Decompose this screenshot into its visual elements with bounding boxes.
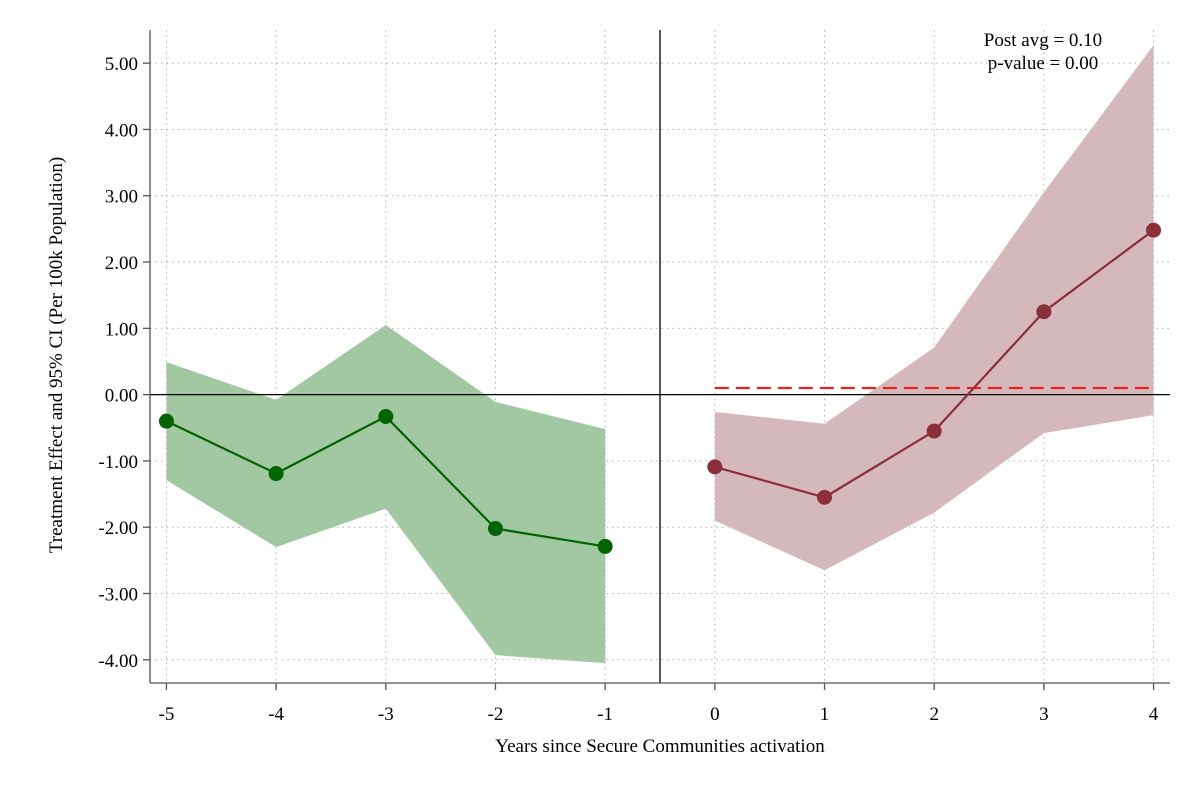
post-average-annotation: Post avg = 0.10 [984, 30, 1102, 51]
y-tick-label: -2.00 [98, 518, 138, 539]
x-tick-label: -2 [488, 704, 504, 725]
y-tick-label: 5.00 [105, 54, 138, 75]
data-point-post [707, 459, 723, 475]
confidence-bands [166, 45, 1154, 664]
data-point-pre [268, 466, 284, 482]
x-tick-label: 0 [710, 704, 720, 725]
data-point-pre [487, 521, 503, 537]
x-tick-label: 4 [1149, 704, 1159, 725]
data-point-post [817, 489, 833, 505]
data-point-pre [597, 538, 613, 554]
data-point-pre [378, 408, 394, 424]
y-tick-label: -3.00 [98, 585, 138, 606]
y-tick-label: 0.00 [105, 386, 138, 407]
x-tick-label: -3 [378, 704, 394, 725]
x-tick-label: 1 [820, 704, 830, 725]
y-axis-title: Treatment Effect and 95% CI (Per 100k Po… [46, 157, 67, 553]
x-axis-title: Years since Secure Communities activatio… [495, 736, 825, 757]
data-point-post [1036, 304, 1052, 320]
data-point-post [1146, 222, 1162, 238]
y-tick-label: -1.00 [98, 452, 138, 473]
x-tick-label: 2 [929, 704, 939, 725]
ci-band-post [714, 45, 1154, 571]
y-tick-label: 2.00 [105, 253, 138, 274]
y-tick-label: 1.00 [105, 319, 138, 340]
x-tick-label: -4 [268, 704, 284, 725]
data-point-post [926, 423, 942, 439]
series-points [158, 222, 1162, 554]
x-tick-label: 3 [1039, 704, 1049, 725]
x-tick-label: -5 [159, 704, 175, 725]
y-tick-label: 4.00 [105, 120, 138, 141]
ci-band-pre [166, 325, 606, 664]
reference-lines [150, 30, 1170, 683]
x-tick-labels: -5 -4 -3 -2 -1 0 1 2 3 4 [159, 704, 1159, 725]
p-value-annotation: p-value = 0.00 [988, 53, 1098, 74]
x-tick-label: -1 [597, 704, 613, 725]
y-tick-labels: 5.00 4.00 3.00 2.00 1.00 0.00 -1.00 -2.00 -3.00 -… [98, 54, 138, 672]
y-tick-label: 3.00 [105, 187, 138, 208]
y-tick-label: -4.00 [98, 651, 138, 672]
data-point-pre [158, 413, 174, 429]
axes [143, 30, 1170, 690]
